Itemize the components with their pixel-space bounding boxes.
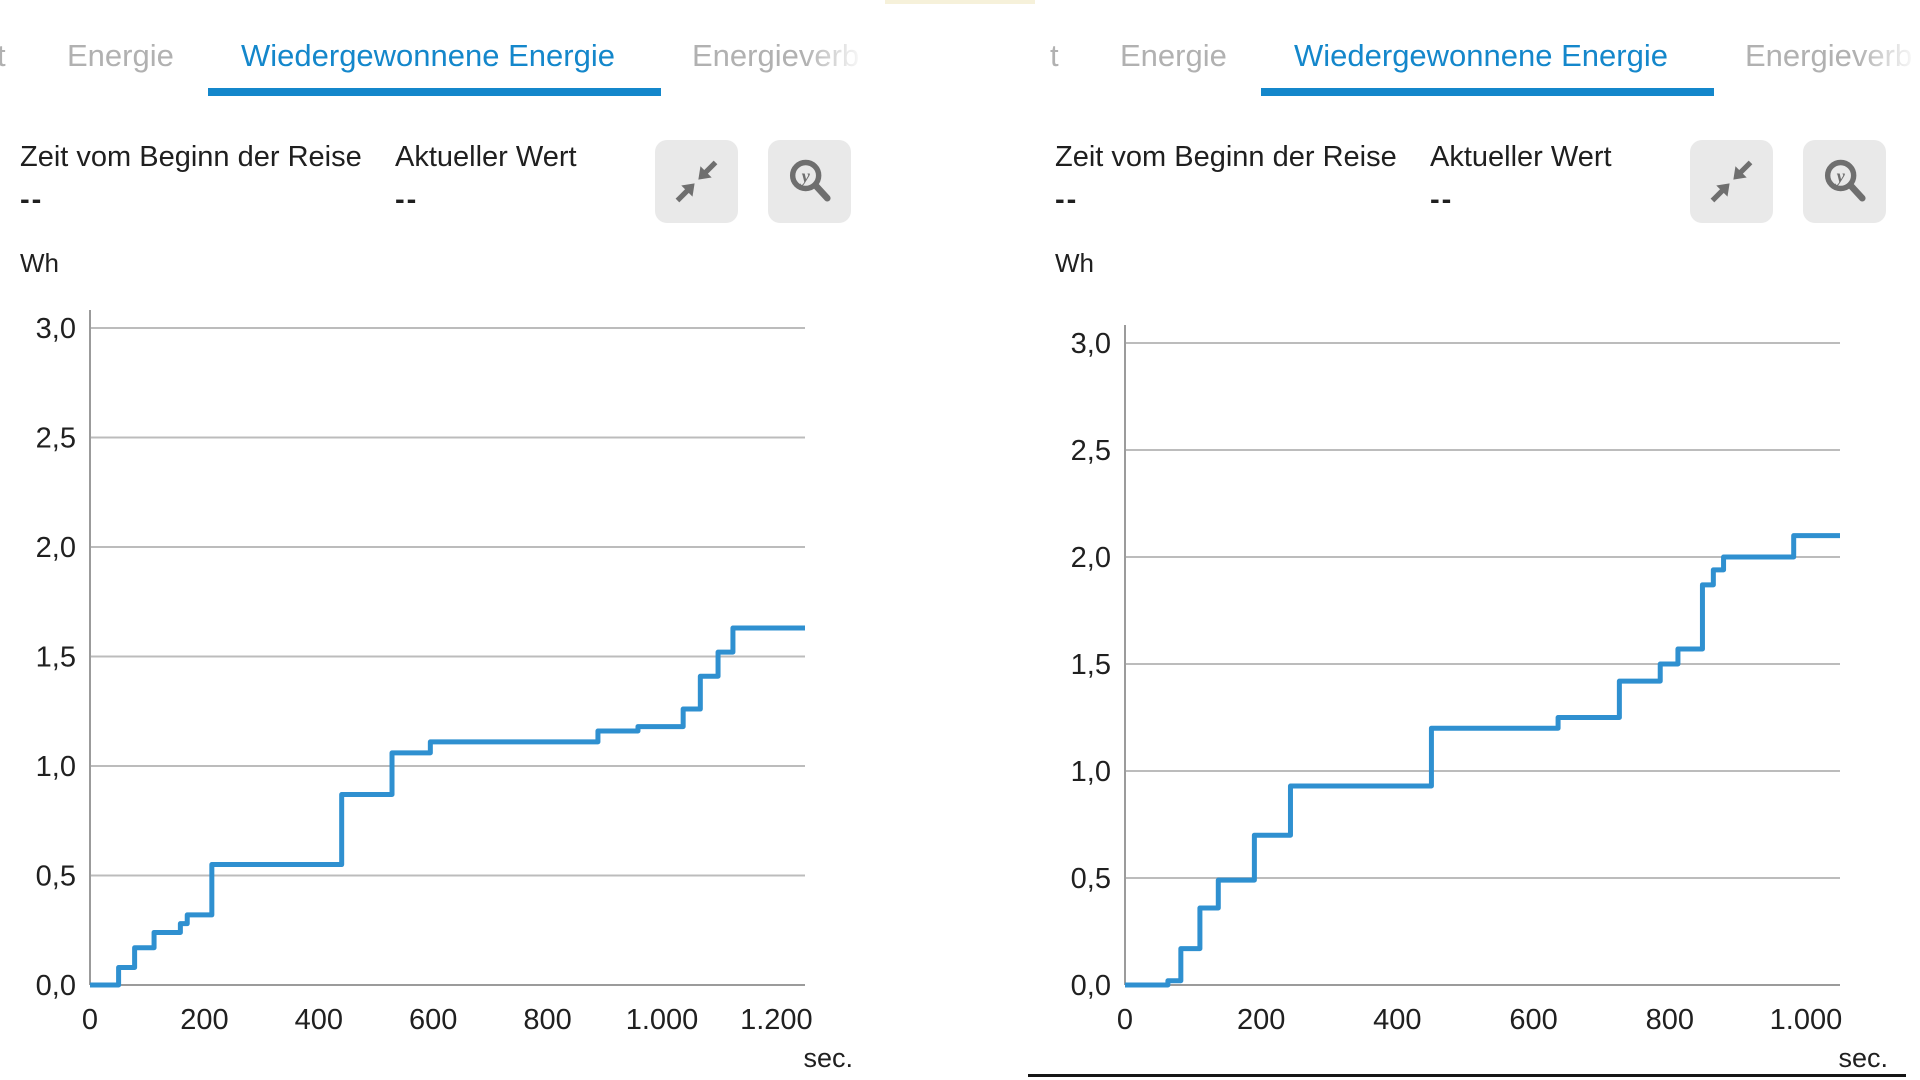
magnifier-y-icon: y <box>1824 159 1866 201</box>
zoom-y-axis-button[interactable]: y <box>768 140 851 223</box>
chart-panel-right: t Energie Wiedergewonnene Energie Energi… <box>1035 0 1920 1080</box>
x-tick-label: 400 <box>1373 1004 1421 1036</box>
y-tick-label: 2,5 <box>36 423 76 455</box>
y-tick-label: 0,5 <box>36 861 76 893</box>
svg-text:y: y <box>799 166 810 186</box>
active-tab-underline <box>1261 88 1714 96</box>
x-tick-label: 400 <box>295 1004 343 1036</box>
x-tick-label: 800 <box>523 1004 571 1036</box>
energy-step-curve <box>90 625 805 988</box>
chart-canvas-left[interactable]: 0,0 0,5 1,0 1,5 2,0 2,5 3,0 0 200 400 600 800 1.000 1… <box>0 0 885 1080</box>
y-tick-label: 1,0 <box>36 751 76 783</box>
tab-fade-overlay <box>805 30 885 100</box>
y-tick-label: 2,0 <box>36 532 76 564</box>
y-unit-label: Wh <box>1055 248 1094 278</box>
y-unit-label: Wh <box>20 248 59 278</box>
y-tick-label: 3,0 <box>1071 328 1111 360</box>
time-since-start-label: Zeit vom Beginn der Reise <box>20 141 362 173</box>
y-tick-label: 1,5 <box>1071 649 1111 681</box>
bottom-divider <box>1028 1074 1906 1077</box>
energy-step-curve <box>1125 533 1840 988</box>
x-tick-label: 1.000 <box>626 1004 699 1036</box>
collapse-chart-button[interactable] <box>1690 140 1773 223</box>
x-tick-label: 600 <box>409 1004 457 1036</box>
current-value-label: Aktueller Wert <box>395 141 577 173</box>
tab-energie[interactable]: Energie <box>1120 38 1227 73</box>
tab-bar: t Energie Wiedergewonnene Energie Energi… <box>1050 30 1920 105</box>
tab-bar: t Energie Wiedergewonnene Energie Energi… <box>0 30 885 105</box>
x-tick-label: 200 <box>180 1004 228 1036</box>
x-tick-label: 1.200 <box>740 1004 813 1036</box>
collapse-arrows-icon <box>675 160 717 202</box>
magnifier-y-icon: y <box>789 159 831 201</box>
current-value-value: -- <box>1430 184 1454 216</box>
tab-energie[interactable]: Energie <box>67 38 174 73</box>
chart-canvas-right[interactable]: 0,0 0,5 1,0 1,5 2,0 2,5 3,0 0 200 400 600 800 1.000 W… <box>1035 0 1920 1080</box>
time-since-start-value: -- <box>20 184 44 216</box>
y-tick-label: 2,0 <box>1071 542 1111 574</box>
y-tick-label: 0,0 <box>1071 970 1111 1002</box>
current-value-label: Aktueller Wert <box>1430 141 1612 173</box>
y-tick-label: 1,0 <box>1071 756 1111 788</box>
collapse-arrows-icon <box>1710 160 1752 202</box>
tab-wiedergewonnene-energie[interactable]: Wiedergewonnene Energie <box>1294 38 1668 73</box>
x-tick-label: 600 <box>1509 1004 1557 1036</box>
x-tick-label: 800 <box>1646 1004 1694 1036</box>
x-tick-label: 0 <box>1117 1004 1133 1036</box>
time-since-start-value: -- <box>1055 184 1079 216</box>
y-tick-label: 1,5 <box>36 642 76 674</box>
current-value-value: -- <box>395 184 419 216</box>
tab-truncated-left[interactable]: t <box>1050 38 1059 73</box>
y-tick-label: 0,0 <box>36 970 76 1002</box>
x-tick-label: 1.000 <box>1770 1004 1843 1036</box>
svg-text:y: y <box>1834 166 1845 186</box>
y-tick-label: 3,0 <box>36 313 76 345</box>
y-tick-label: 0,5 <box>1071 863 1111 895</box>
time-since-start-label: Zeit vom Beginn der Reise <box>1055 141 1397 173</box>
map-edge-strip <box>0 0 1920 4</box>
chart-panel-left: t Energie Wiedergewonnene Energie Energi… <box>0 0 885 1080</box>
tab-fade-overlay <box>1858 30 1920 100</box>
tab-truncated-left[interactable]: t <box>0 38 6 73</box>
x-unit-label: sec. <box>1838 1043 1888 1073</box>
tab-wiedergewonnene-energie[interactable]: Wiedergewonnene Energie <box>241 38 615 73</box>
active-tab-underline <box>208 88 661 96</box>
zoom-y-axis-button[interactable]: y <box>1803 140 1886 223</box>
x-tick-label: 0 <box>82 1004 98 1036</box>
x-tick-label: 200 <box>1237 1004 1285 1036</box>
collapse-chart-button[interactable] <box>655 140 738 223</box>
y-tick-label: 2,5 <box>1071 435 1111 467</box>
x-unit-label: sec. <box>803 1043 853 1073</box>
